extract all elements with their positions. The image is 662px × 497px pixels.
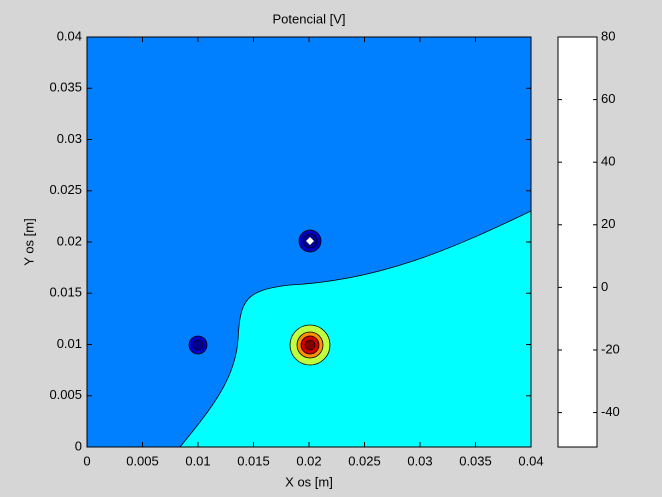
- x-tick-label: 0.025: [348, 453, 381, 468]
- x-tick-label: 0.005: [126, 453, 159, 468]
- contour-plot: [86, 36, 532, 448]
- colorbar: [557, 36, 598, 448]
- y-tick-label: 0: [75, 438, 82, 453]
- colorbar-tick-label: 20: [601, 216, 615, 231]
- region-mid: [179, 210, 532, 448]
- y-tick-label: 0.04: [57, 28, 82, 43]
- x-tick-label: 0: [83, 453, 90, 468]
- y-axis-label: Y os [m]: [21, 218, 36, 265]
- x-tick-label: 0.01: [185, 453, 210, 468]
- x-tick-label: 0.035: [459, 453, 492, 468]
- x-axis-label: X os [m]: [285, 474, 333, 489]
- y-tick-label: 0.02: [57, 233, 82, 248]
- x-tick-label: 0.04: [518, 453, 543, 468]
- chart-title: Potencial [V]: [273, 11, 346, 26]
- x-tick-label: 0.03: [407, 453, 432, 468]
- y-tick-label: 0.005: [49, 387, 82, 402]
- y-tick-label: 0.01: [57, 336, 82, 351]
- colorbar-tick-label: 0: [601, 279, 608, 294]
- charge-core: [192, 339, 204, 351]
- x-tick-label: 0.015: [237, 453, 270, 468]
- y-tick-label: 0.025: [49, 182, 82, 197]
- y-tick-label: 0.03: [57, 131, 82, 146]
- y-tick-label: 0.035: [49, 80, 82, 95]
- colorbar-tick-label: 80: [601, 28, 615, 43]
- charge-center: [306, 237, 314, 245]
- colorbar-tick-label: -20: [601, 341, 620, 356]
- colorbar-tick-label: 60: [601, 91, 615, 106]
- charge-center: [304, 339, 316, 351]
- x-tick-label: 0.02: [296, 453, 321, 468]
- colorbar-tick-label: 40: [601, 154, 615, 169]
- colorbar-tick-label: -40: [601, 404, 620, 419]
- y-tick-label: 0.015: [49, 285, 82, 300]
